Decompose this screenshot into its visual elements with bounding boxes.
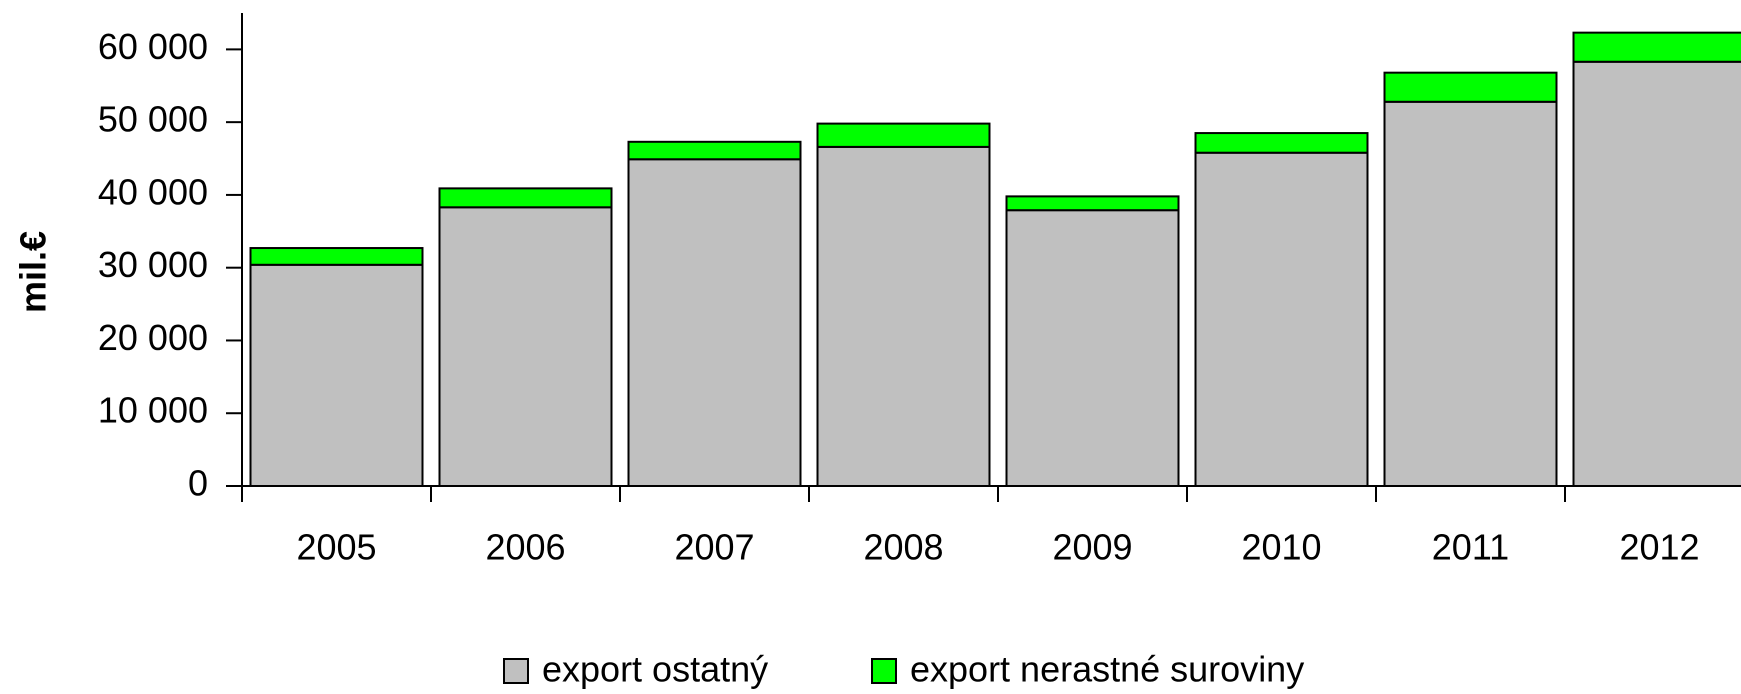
legend-label: export nerastné suroviny [910, 649, 1304, 690]
x-tick-label: 2007 [674, 527, 754, 568]
x-tick-label: 2008 [863, 527, 943, 568]
bar [438, 187, 613, 209]
y-tick-label: 10 000 [98, 390, 208, 431]
x-tick-label: 2010 [1241, 527, 1321, 568]
y-tick-label: 60 000 [98, 26, 208, 67]
y-axis-label: mil.€ [13, 231, 54, 313]
x-tick-label: 2009 [1052, 527, 1132, 568]
y-tick-label: 30 000 [98, 244, 208, 285]
y-tick-label: 0 [188, 463, 208, 504]
bar [1383, 71, 1558, 103]
x-tick-label: 2005 [296, 527, 376, 568]
bar [438, 206, 613, 487]
bar [816, 145, 991, 487]
bar [1194, 151, 1369, 487]
bar [627, 158, 802, 488]
legend-label: export ostatný [542, 649, 768, 690]
bar [1005, 195, 1180, 212]
x-tick-label: 2006 [485, 527, 565, 568]
bar [627, 140, 802, 161]
legend-swatch [503, 658, 529, 684]
bar [1572, 60, 1741, 488]
bar [1005, 209, 1180, 487]
y-tick-label: 20 000 [98, 317, 208, 358]
y-tick-label: 50 000 [98, 99, 208, 140]
bar [249, 263, 424, 487]
x-tick-label: 2011 [1432, 527, 1509, 568]
bar [816, 122, 991, 148]
y-tick-label: 40 000 [98, 171, 208, 212]
bar [1194, 132, 1369, 154]
legend-swatch [871, 658, 897, 684]
bar [249, 247, 424, 266]
bar [1572, 31, 1741, 63]
x-tick-label: 2012 [1619, 527, 1699, 568]
bar [1383, 100, 1558, 487]
